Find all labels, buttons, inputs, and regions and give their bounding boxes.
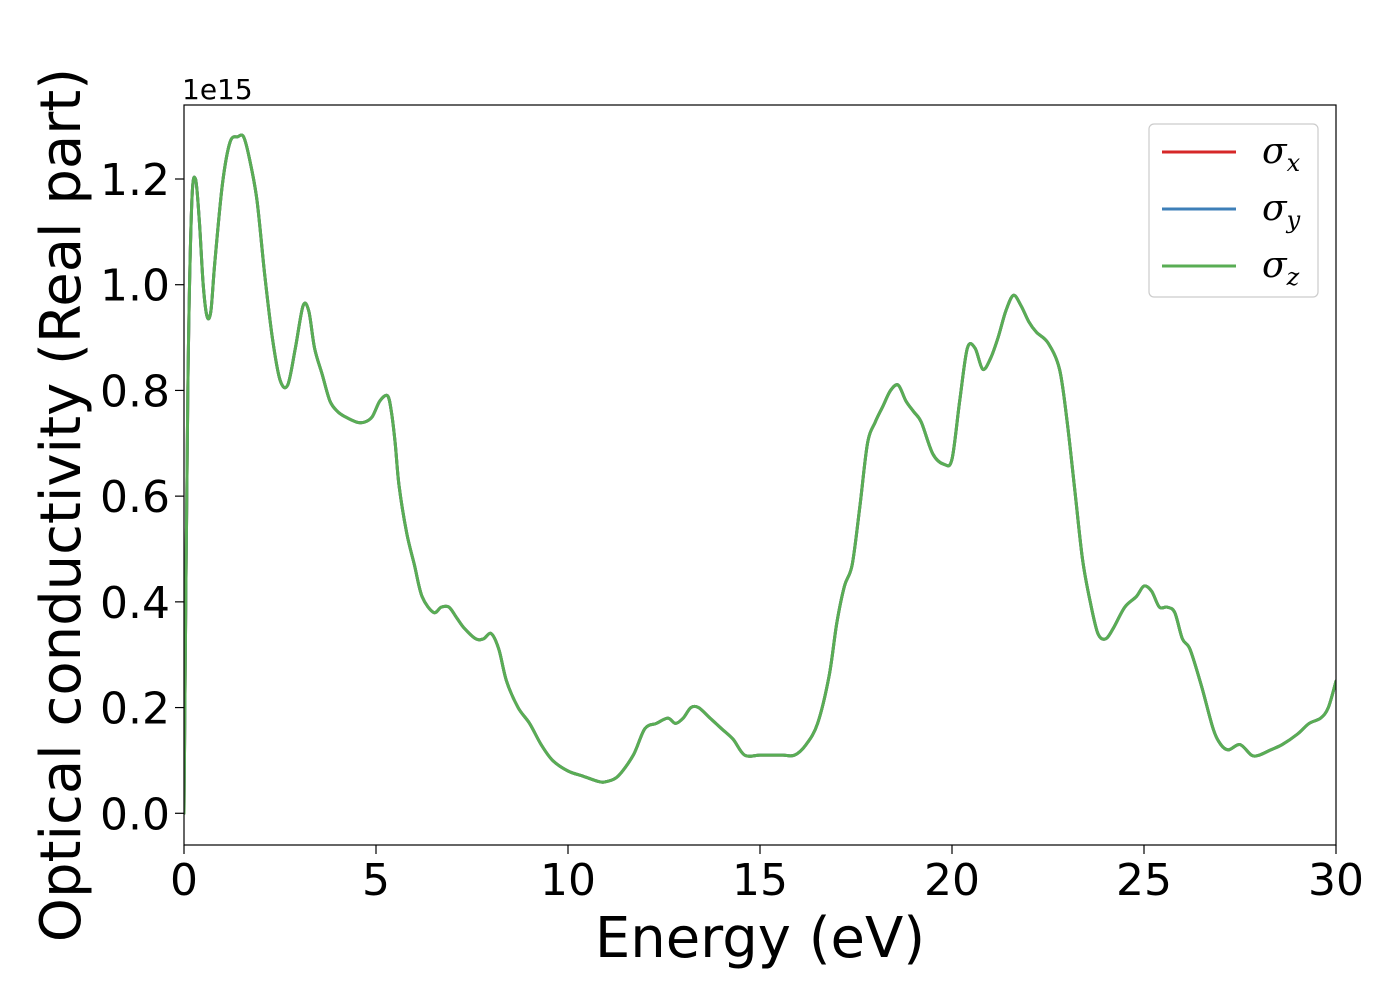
x-tick-label: 5: [362, 855, 390, 906]
legend-label-base: σ: [1262, 188, 1288, 229]
legend-label-subscript: y: [1286, 206, 1301, 234]
y-offset-label: 1e15: [182, 73, 253, 106]
y-axis-ticks: 0.0 0.2 0.4 0.6 0.8 1.0 1.2: [100, 155, 184, 840]
x-tick-label: 25: [1116, 855, 1172, 906]
y-axis-title: Optical conductivity (Real part): [29, 68, 94, 942]
legend-label-x: σx: [1262, 131, 1301, 177]
legend-label-base: σ: [1262, 131, 1288, 172]
y-tick-label: 0.0: [100, 789, 170, 840]
y-tick-label: 1.0: [100, 261, 170, 312]
y-tick-label: 1.2: [100, 155, 170, 206]
y-tick-label: 0.2: [100, 684, 170, 735]
legend-label-base: σ: [1262, 245, 1288, 286]
legend-label-subscript: z: [1286, 263, 1300, 291]
x-tick-label: 0: [170, 855, 198, 906]
legend-label-subscript: x: [1287, 149, 1301, 177]
legend-label-y: σy: [1262, 188, 1301, 234]
x-tick-label: 10: [540, 855, 596, 906]
y-tick-label: 0.6: [100, 472, 170, 523]
y-tick-label: 0.4: [100, 578, 170, 629]
x-tick-label: 15: [732, 855, 788, 906]
series-line-z: [184, 133, 1336, 815]
series-layer: [184, 133, 1336, 815]
x-tick-label: 20: [924, 855, 980, 906]
x-axis-title: Energy (eV): [595, 906, 925, 971]
x-tick-label: 30: [1308, 855, 1364, 906]
x-axis-ticks: 0 5 10 15 20 25 30: [170, 845, 1364, 906]
legend-label-z: σz: [1262, 245, 1300, 291]
y-tick-label: 0.8: [100, 366, 170, 417]
